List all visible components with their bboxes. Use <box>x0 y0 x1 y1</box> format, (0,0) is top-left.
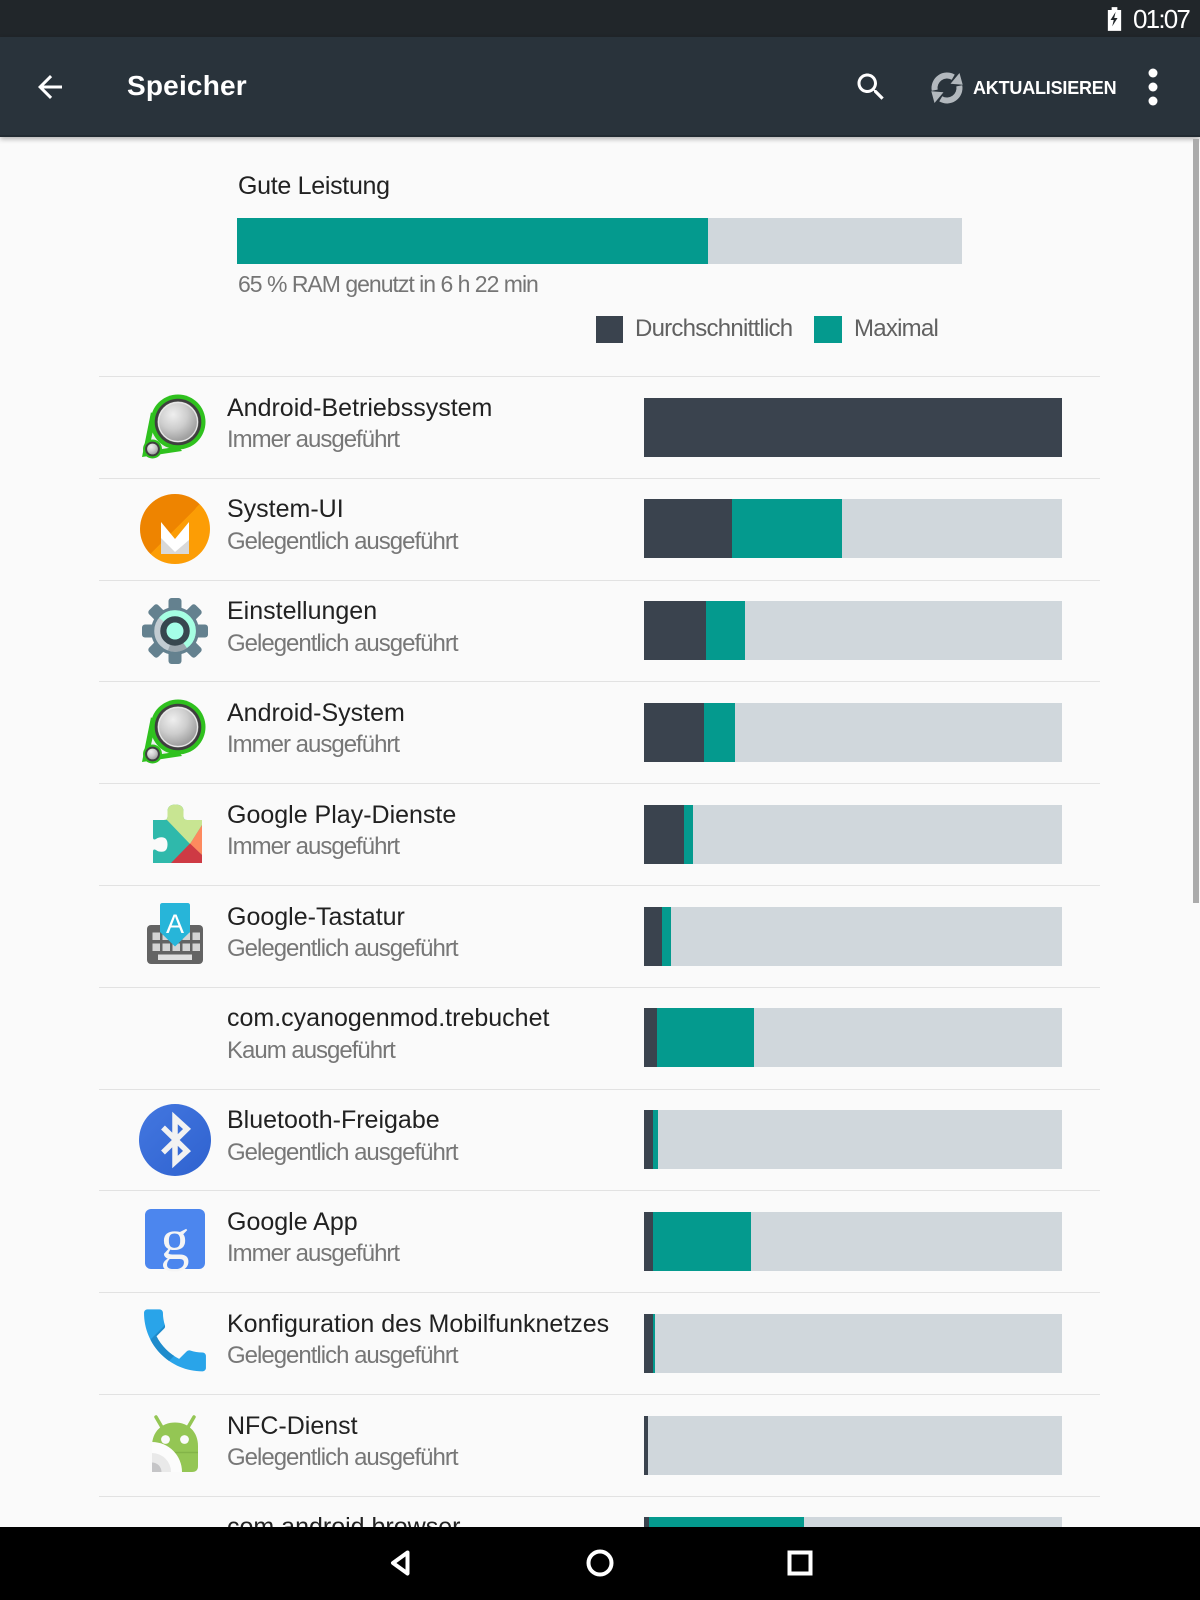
svg-text:g: g <box>161 1207 190 1272</box>
svg-text:A: A <box>166 909 184 939</box>
